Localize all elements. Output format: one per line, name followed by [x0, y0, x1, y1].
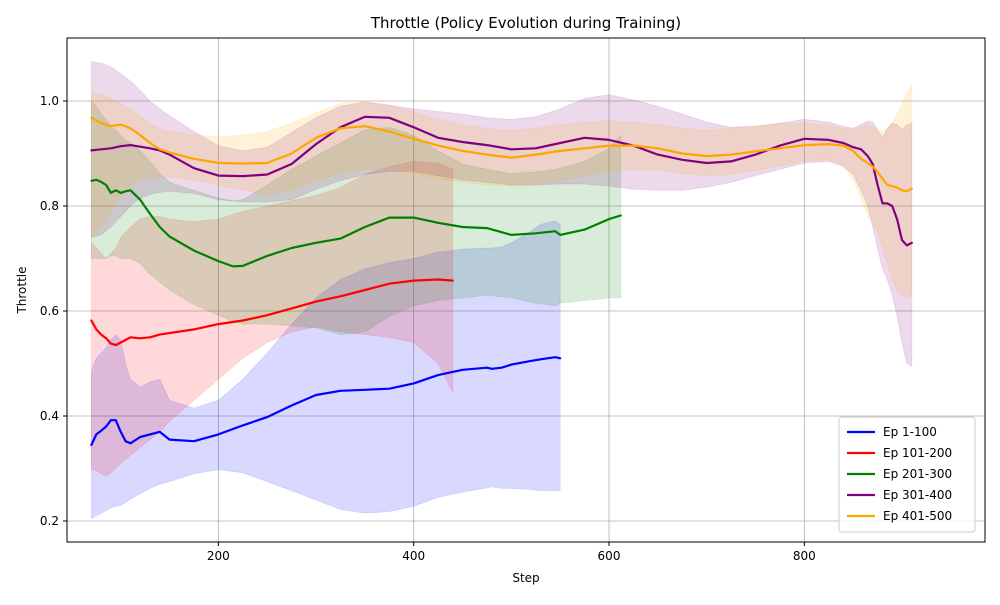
series-lines: [90, 115, 913, 446]
chart-title: Throttle (Policy Evolution during Traini…: [370, 14, 681, 32]
band-series-5: [91, 83, 913, 299]
y-tick-label: 0.2: [40, 514, 59, 528]
legend: Ep 1-100 Ep 101-200 Ep 201-300 Ep 301-400 Ep…: [838, 416, 976, 533]
legend-label-3: Ep 201-300: [883, 467, 952, 481]
y-tick-label: 0.4: [40, 409, 59, 423]
y-tick-label: 0.8: [40, 199, 59, 213]
line-series-3: [90, 178, 622, 268]
legend-box: [838, 416, 976, 533]
band-series-1: [91, 220, 561, 520]
legend-label-5: Ep 401-500: [883, 509, 952, 523]
x-tick-label: 600: [598, 549, 621, 563]
x-axis-label: Step: [512, 571, 539, 585]
line-series-2: [90, 278, 454, 347]
band-series-2: [91, 160, 454, 477]
line-series-1: [90, 356, 562, 446]
line-series-4: [90, 115, 913, 247]
grid-layer: [67, 38, 985, 542]
legend-label-1: Ep 1-100: [883, 425, 937, 439]
y-tick-label: 1.0: [40, 94, 59, 108]
line-series-5: [90, 116, 913, 193]
confidence-bands: [91, 61, 913, 520]
band-series-4: [91, 61, 913, 367]
y-axis-label: Throttle: [15, 266, 29, 314]
y-tick-label: 0.6: [40, 304, 59, 318]
band-series-3: [91, 99, 622, 336]
legend-label-4: Ep 301-400: [883, 488, 952, 502]
plot-frame: [66, 37, 986, 543]
axes: 200 400 600 800 0.2 0.4 0.6 0.8 1.0: [40, 37, 986, 563]
x-tick-label: 200: [207, 549, 230, 563]
x-tick-label: 400: [402, 549, 425, 563]
x-tick-label: 800: [793, 549, 816, 563]
legend-label-2: Ep 101-200: [883, 446, 952, 460]
